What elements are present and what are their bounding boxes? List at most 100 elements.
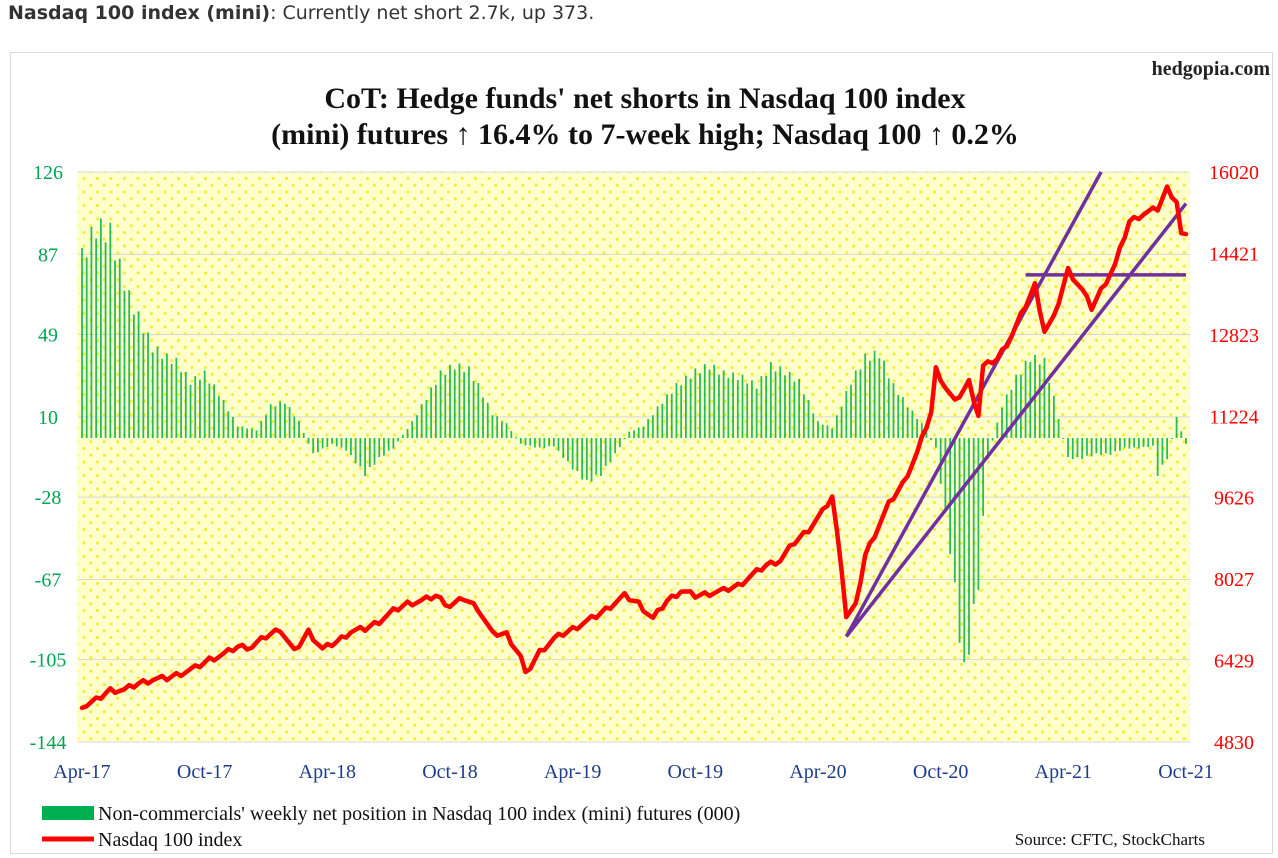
position-bar (236, 426, 239, 438)
position-bar (180, 372, 182, 438)
position-bar (543, 438, 546, 448)
position-bar (1104, 438, 1107, 454)
position-bar (331, 438, 333, 444)
position-bar (378, 438, 381, 457)
position-bar (425, 400, 428, 438)
position-bar (1152, 438, 1154, 446)
position-bar (614, 438, 617, 454)
position-bar (1086, 438, 1088, 456)
position-bar (420, 404, 423, 438)
left-tick-label: -67 (35, 569, 62, 591)
x-tick-label: Apr-18 (299, 761, 356, 783)
position-bar (316, 438, 319, 453)
position-bar (986, 438, 989, 460)
position-bar (312, 438, 315, 454)
left-axis: 126 87 49 10 -28 -67 -105 -144 (30, 162, 67, 754)
position-bar (411, 421, 414, 438)
left-tick-label: -28 (35, 487, 62, 509)
position-bar (406, 428, 409, 438)
position-bar (161, 358, 164, 438)
position-bar (298, 421, 300, 438)
position-bar (633, 430, 635, 438)
position-bar (741, 374, 744, 438)
position-bar (812, 413, 815, 438)
position-bar (887, 378, 890, 438)
position-bar (302, 432, 305, 438)
position-bar (500, 421, 503, 438)
position-bar (1015, 374, 1018, 438)
position-bar (1119, 438, 1121, 451)
position-bar (114, 260, 116, 438)
right-tick-label: 11224 (1209, 406, 1258, 428)
position-bar (609, 438, 612, 462)
position-bar (1170, 438, 1173, 439)
position-bar (585, 438, 588, 480)
position-bar (699, 373, 701, 438)
chart-title-line1: CoT: Hedge funds' net shorts in Nasdaq 1… (324, 82, 965, 115)
position-bar (835, 415, 838, 438)
position-bar (618, 438, 621, 448)
position-bar (1137, 438, 1140, 449)
right-tick-label: 9626 (1214, 488, 1254, 510)
right-tick-label: 6429 (1214, 651, 1254, 673)
position-bar (557, 438, 560, 451)
position-bar (293, 416, 296, 438)
position-bar (765, 375, 768, 438)
position-bar (935, 438, 937, 448)
position-bar (713, 364, 716, 438)
position-bar (515, 437, 517, 439)
source-note: Source: CFTC, StockCharts (1015, 830, 1205, 849)
caption-bold: Nasdaq 100 index (mini) (8, 2, 271, 24)
position-bar (567, 438, 569, 462)
position-bar (359, 438, 362, 467)
position-bar (906, 407, 909, 438)
position-bar (166, 353, 168, 438)
caption-text: : Currently net short 2.7k, up 373. (270, 2, 595, 24)
position-bar (444, 374, 447, 438)
position-bar (1133, 438, 1136, 448)
position-bar (1043, 357, 1046, 438)
position-bar (793, 381, 796, 438)
legend-bar-swatch (42, 806, 94, 820)
position-bar (930, 438, 933, 441)
position-bar (123, 290, 126, 438)
position-bar (401, 434, 404, 438)
position-bar (727, 378, 730, 438)
bars-series (81, 218, 1187, 663)
position-bar (364, 438, 366, 476)
position-bar (670, 393, 673, 438)
position-bar (104, 242, 107, 438)
position-bar (949, 438, 952, 555)
position-bar (449, 364, 451, 438)
position-bar (142, 333, 145, 438)
position-bar (562, 438, 565, 459)
position-bar (755, 388, 758, 438)
position-bar (260, 421, 263, 438)
position-bar (1024, 360, 1027, 438)
position-bar (958, 438, 961, 643)
x-tick-label: Oct-20 (913, 761, 969, 783)
x-tick-label: Oct-19 (668, 761, 724, 783)
right-tick-label: 16020 (1209, 162, 1259, 184)
position-bar (232, 416, 234, 438)
position-bar (628, 431, 631, 438)
position-bar (203, 370, 206, 438)
position-bar (222, 400, 225, 438)
position-bar (283, 403, 286, 438)
position-bar (496, 416, 499, 438)
position-bar (944, 438, 947, 511)
position-bar (840, 406, 843, 438)
position-bar (850, 384, 852, 438)
position-bar (128, 290, 131, 438)
position-bar (1052, 395, 1055, 438)
left-tick-label: -144 (30, 732, 67, 754)
position-bar (434, 384, 437, 438)
position-bar (736, 380, 739, 438)
position-bar (595, 438, 598, 475)
position-bar (1123, 438, 1126, 448)
position-bar (189, 384, 192, 438)
position-bar (170, 363, 173, 438)
position-bar (208, 383, 211, 438)
position-bar (156, 346, 159, 438)
position-bar (194, 376, 197, 438)
